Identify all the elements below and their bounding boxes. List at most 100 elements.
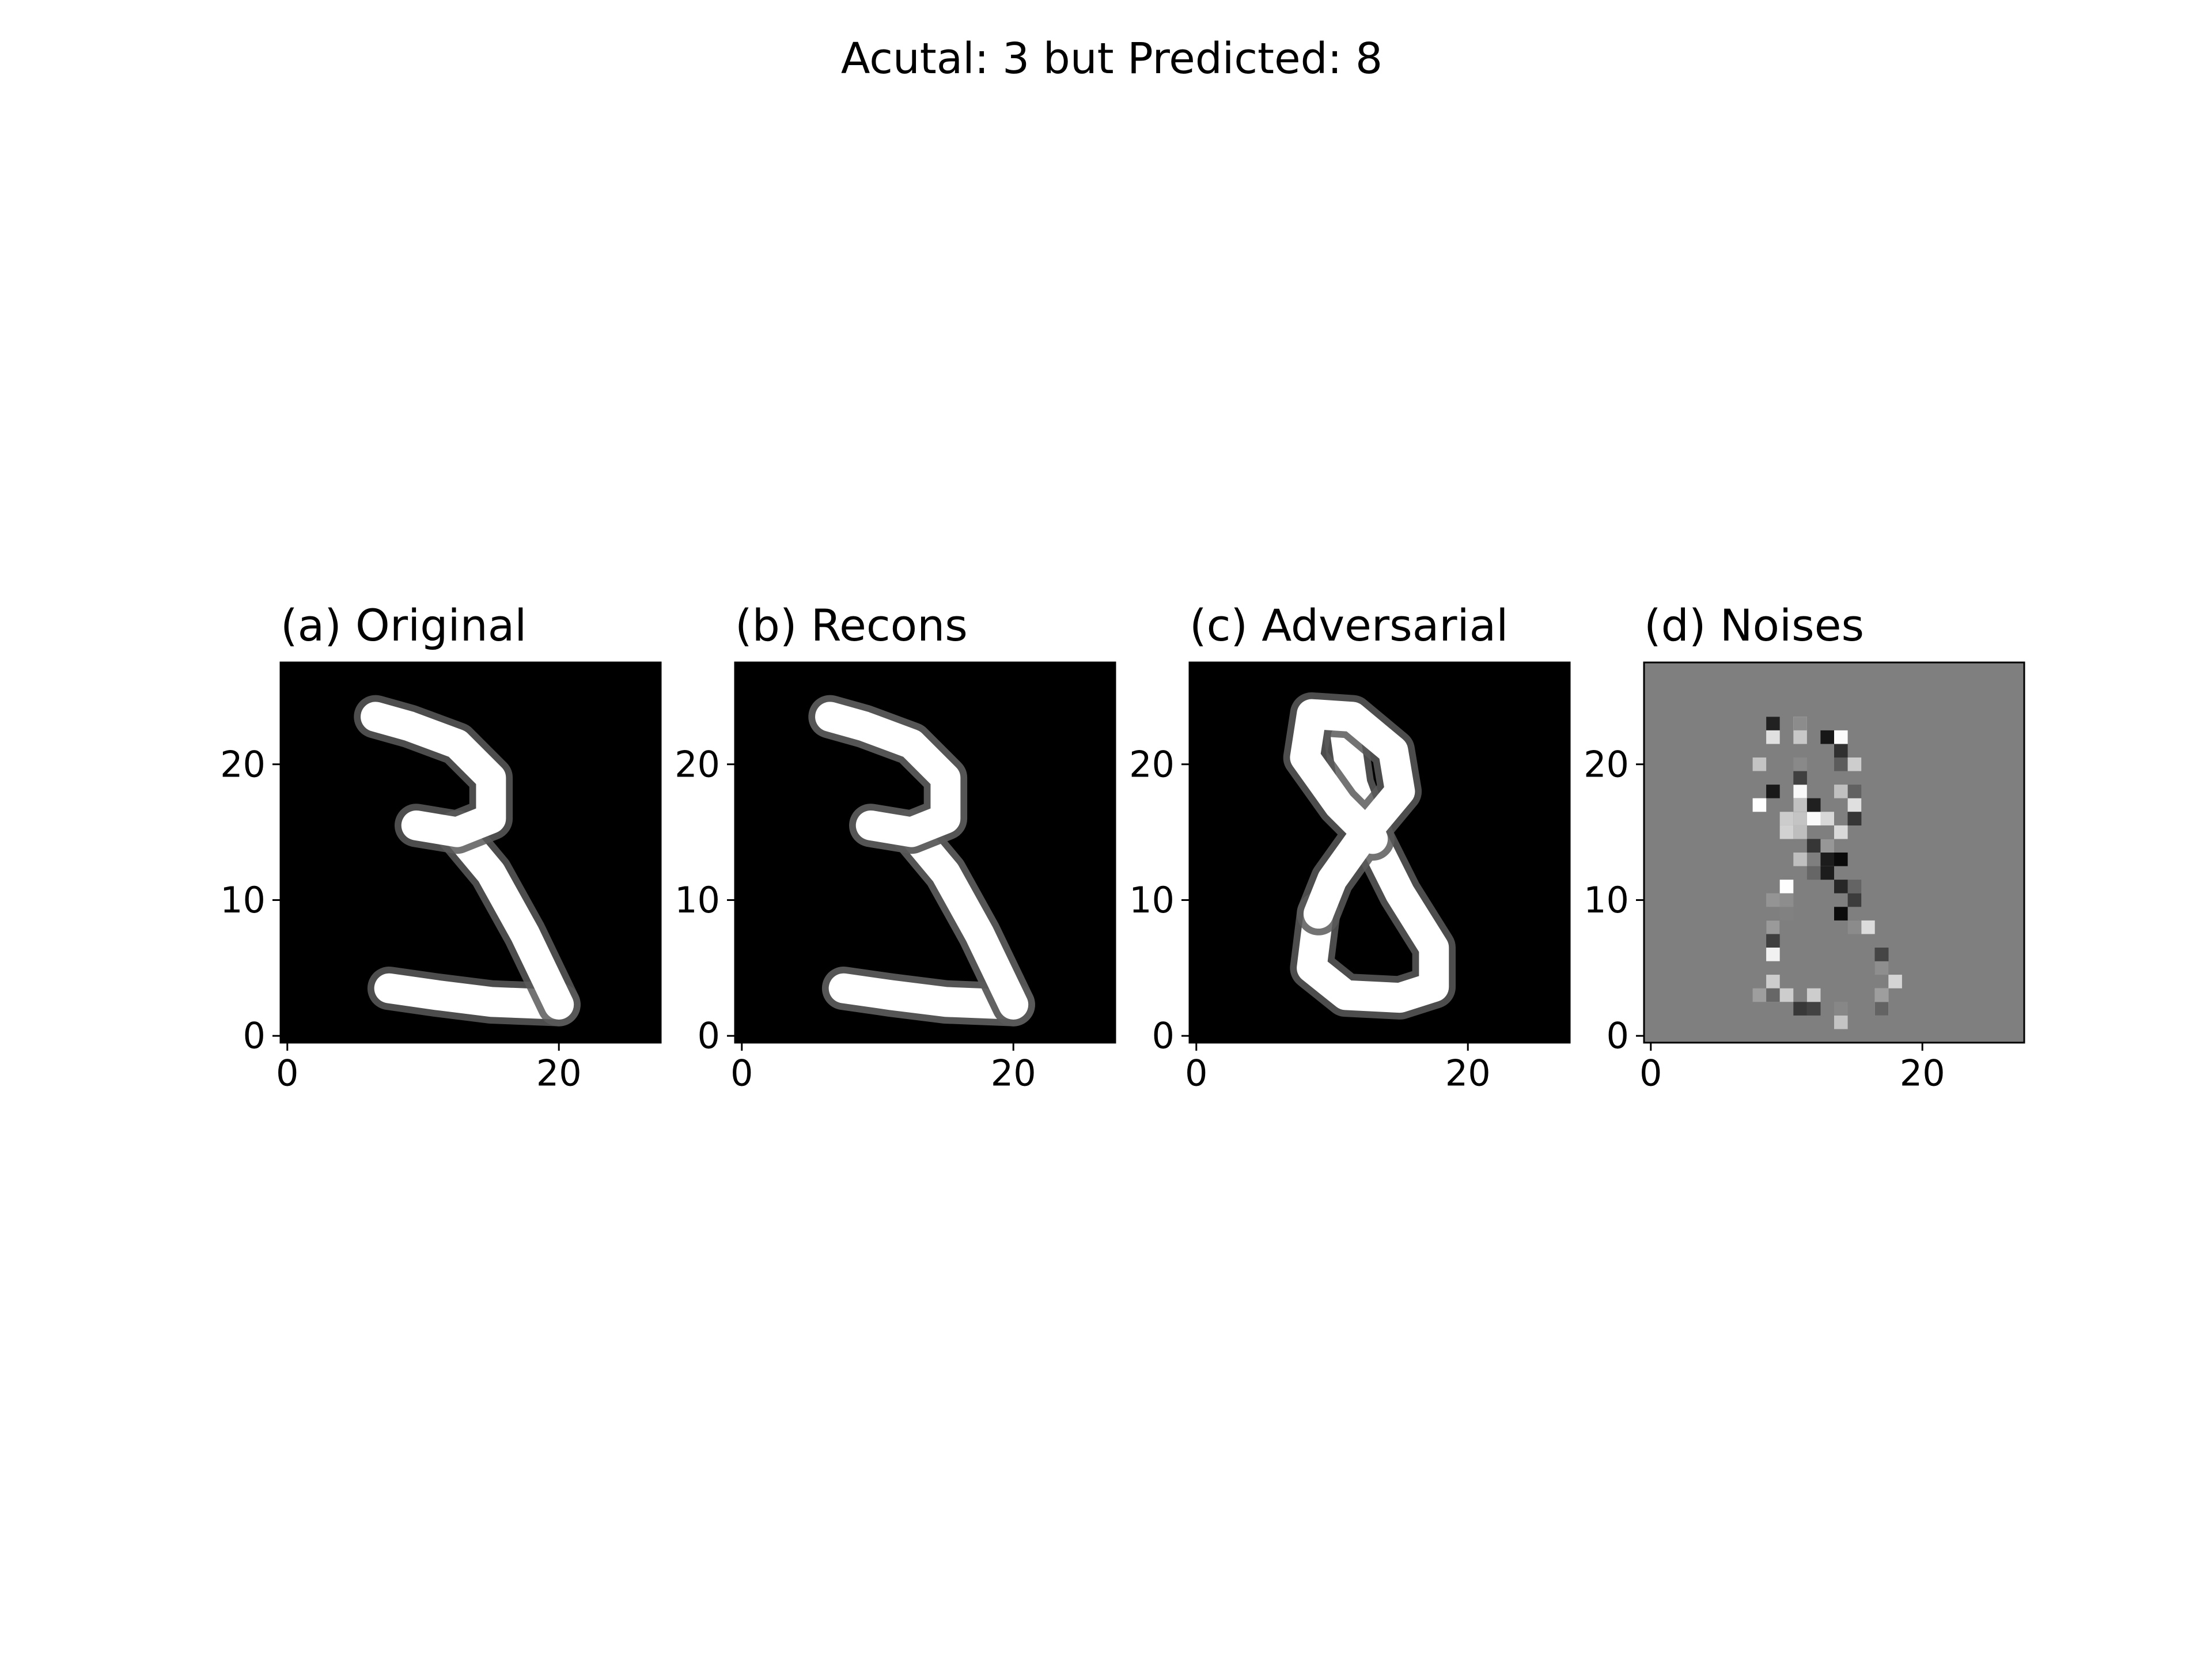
x-tick-label: 0 (1185, 1052, 1207, 1094)
subplot-1: (a) Original 0 20 0 10 20 (220, 600, 662, 1094)
subplot-4: (d) Noises 0 20 0 10 20 (1584, 600, 2025, 1094)
noise-pixel (1779, 907, 1794, 921)
y-tick-label: 10 (1129, 879, 1175, 921)
digit-stroke (815, 702, 961, 847)
noise-pixel (1752, 757, 1767, 771)
subplot-title: (d) Noises (1644, 600, 1864, 651)
x-tick-label: 20 (1900, 1052, 1945, 1094)
noise-pixel (1806, 866, 1821, 880)
digit-stroke (828, 973, 1029, 1020)
y-tick-label: 0 (1607, 1015, 1629, 1057)
x-tick-label: 20 (1445, 1052, 1491, 1094)
noise-pixel (1779, 812, 1794, 825)
noise-pixel (1861, 920, 1875, 934)
noise-pixel (1847, 880, 1862, 893)
noise-pixel (1793, 717, 1807, 730)
digit-stroke (442, 817, 574, 1020)
y-tick-label: 10 (220, 879, 266, 921)
noise-pixel (1806, 812, 1821, 825)
noise-pixel (1874, 961, 1889, 975)
noise-pixel (1834, 907, 1848, 921)
digit-strokes (1752, 717, 1902, 1029)
noise-pixel (1806, 1002, 1821, 1016)
noise-pixel (1806, 798, 1821, 812)
digit-stroke (361, 702, 506, 847)
noise-pixel (1766, 893, 1780, 907)
noise-pixel (1766, 717, 1780, 730)
digit-stroke (1290, 699, 1415, 929)
x-tick-label: 0 (1639, 1052, 1662, 1094)
x-tick-label: 0 (276, 1052, 298, 1094)
y-tick-label: 10 (1584, 879, 1629, 921)
noise-pixel (1874, 948, 1889, 961)
noise-pixel (1834, 880, 1848, 893)
noise-pixel (1874, 1002, 1889, 1016)
noise-pixel (1820, 730, 1834, 744)
noise-pixel (1793, 812, 1807, 825)
noise-pixel (1793, 771, 1807, 785)
noise-pixel (1766, 730, 1780, 744)
noise-pixel (1766, 785, 1780, 798)
noise-pixel (1766, 920, 1780, 934)
noise-pixel (1793, 853, 1807, 866)
noise-pixel (1834, 785, 1848, 798)
subplot-3: (c) Adversarial 0 20 0 10 20 (1129, 600, 1571, 1094)
noise-pixel (1820, 853, 1834, 866)
axes-frame (1188, 661, 1571, 1044)
y-tick-label: 0 (243, 1015, 266, 1057)
noise-pixel (1766, 934, 1780, 948)
noise-pixel (1766, 988, 1780, 1002)
y-tick-label: 10 (675, 879, 720, 921)
noise-pixel (1834, 730, 1848, 744)
digit-stroke (374, 973, 574, 1020)
y-tick-label: 0 (698, 1015, 720, 1057)
subplot-2: (b) Recons 0 20 0 10 20 (675, 600, 1116, 1094)
y-tick-label: 20 (675, 743, 720, 785)
noise-pixel (1834, 1015, 1848, 1029)
noise-pixel (1820, 812, 1834, 825)
digit-strokes (1283, 692, 1456, 1020)
noise-pixel (1847, 893, 1862, 907)
figure-suptitle: Acutal: 3 but Predicted: 8 (841, 34, 1382, 84)
noise-pixel (1793, 785, 1807, 798)
y-tick-label: 20 (1584, 743, 1629, 785)
noise-pixel (1834, 825, 1848, 839)
noise-pixel (1834, 744, 1848, 757)
noise-pixel (1834, 853, 1848, 866)
y-tick-label: 20 (1129, 743, 1175, 785)
axes-frame (279, 661, 662, 1044)
subplot-title: (b) Recons (735, 600, 968, 651)
noise-pixel (1752, 798, 1767, 812)
noise-pixel (1793, 1002, 1807, 1016)
noise-pixel (1793, 757, 1807, 771)
noise-pixel (1888, 975, 1902, 988)
noise-pixel (1874, 988, 1889, 1002)
subplot-title: (c) Adversarial (1190, 600, 1508, 651)
x-tick-label: 20 (536, 1052, 582, 1094)
y-tick-label: 0 (1152, 1015, 1175, 1057)
noise-pixel (1806, 839, 1821, 853)
noise-pixel (1793, 825, 1807, 839)
x-tick-label: 20 (991, 1052, 1036, 1094)
noise-pixel (1820, 839, 1834, 853)
digit-stroke (896, 817, 1029, 1020)
noise-pixel (1834, 757, 1848, 771)
noise-pixel (1847, 785, 1862, 798)
noise-pixel (1834, 1002, 1848, 1016)
subplot-title: (a) Original (281, 600, 527, 651)
axes-frame (734, 661, 1116, 1044)
noise-pixel (1793, 730, 1807, 744)
noise-pixel (1779, 880, 1794, 893)
noise-pixel (1793, 798, 1807, 812)
noise-pixel (1847, 920, 1862, 934)
axes-frame (1643, 661, 2025, 1044)
noise-pixel (1847, 798, 1862, 812)
noise-pixel (1847, 812, 1862, 825)
noise-pixel (1779, 825, 1794, 839)
noise-pixel (1847, 757, 1862, 771)
y-tick-label: 20 (220, 743, 266, 785)
noise-pixel (1752, 988, 1767, 1002)
noise-pixel (1766, 948, 1780, 961)
